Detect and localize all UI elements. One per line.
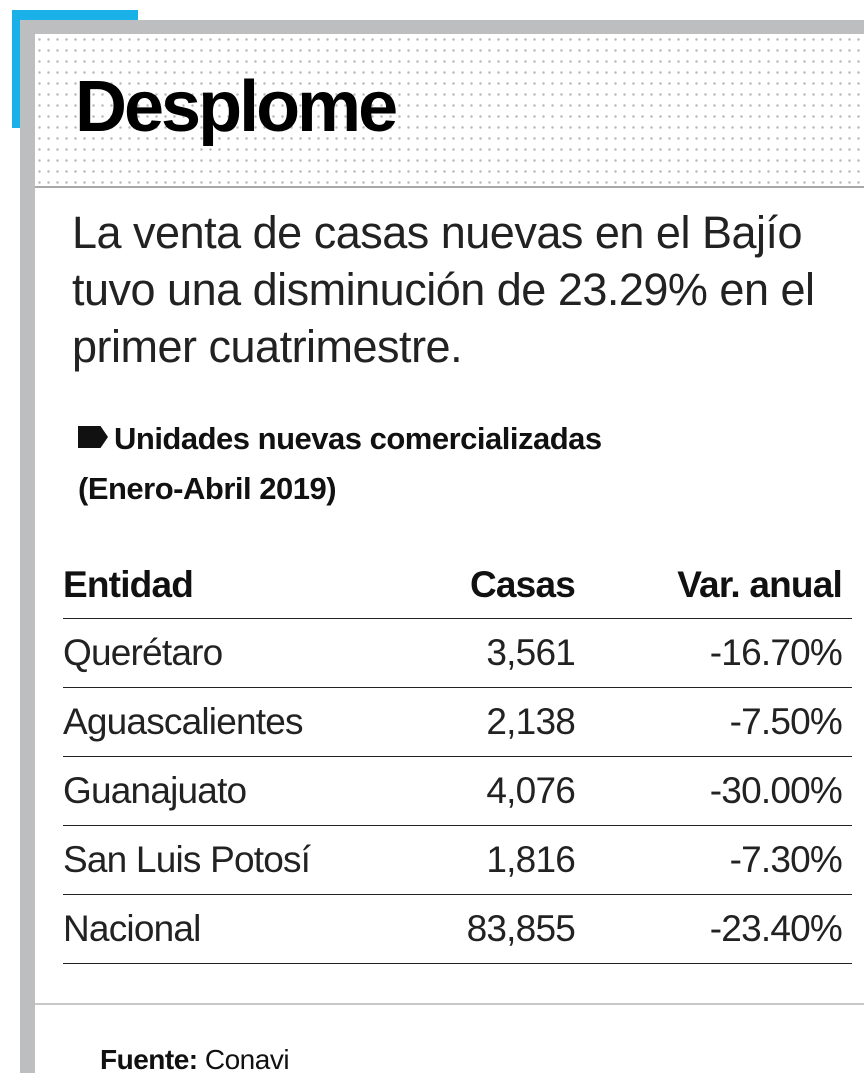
page-title: Desplome [75, 67, 398, 147]
table-row: Querétaro 3,561 -16.70% [63, 618, 852, 688]
data-table: Entidad Casas Var. anual Querétaro 3,561-… [63, 552, 852, 964]
cell-var-anual: -30.00% [575, 756, 852, 826]
cell-var-anual: -7.30% [575, 825, 852, 895]
column-header-var-anual: Var. anual [575, 552, 852, 619]
source-note: Fuente: Conavi [100, 1044, 290, 1076]
table-row: San Luis Potosí 1,816 -7.30% [63, 825, 852, 895]
cell-entidad: Aguascalientes [63, 687, 363, 757]
column-header-entidad: Entidad [63, 552, 363, 619]
cell-casas: 83,855 [363, 894, 576, 964]
subtitle-line-1: Unidades nuevas comercializadas [114, 421, 602, 456]
cell-entidad: Nacional [63, 894, 363, 964]
cell-casas: 4,076 [363, 756, 576, 826]
cell-var-anual: -7.50% [575, 687, 852, 757]
table-row: Aguascalientes 2,138 -7.50% [63, 687, 852, 757]
cell-entidad: Guanajuato [63, 756, 363, 826]
column-header-casas: Casas [363, 552, 576, 619]
cell-var-anual: -23.40% [575, 894, 852, 964]
cell-casas: 1,816 [363, 825, 576, 895]
arrow-bullet-icon [78, 426, 108, 448]
frame-top-bar [20, 20, 864, 34]
title-header: Desplome [35, 34, 864, 188]
source-value: Conavi [204, 1044, 290, 1075]
table-row: Nacional 83,855 -23.40% [63, 894, 852, 964]
subtitle-line-2: (Enero-Abril 2019) [78, 471, 337, 506]
table-subtitle: Unidades nuevas comercializadas (Enero-A… [78, 414, 602, 514]
cell-entidad: Querétaro [63, 618, 363, 688]
cell-var-anual: -16.70% [575, 618, 852, 688]
cell-casas: 3,561 [363, 618, 576, 688]
frame-left-bar [20, 20, 35, 1073]
cell-entidad: San Luis Potosí [63, 825, 363, 895]
table-header-row: Entidad Casas Var. anual [63, 552, 852, 619]
table-row: Guanajuato 4,076 -30.00% [63, 756, 852, 826]
divider [35, 1003, 864, 1005]
cell-casas: 2,138 [363, 687, 576, 757]
lede-text: La venta de casas nuevas en el Bajío tuv… [72, 207, 815, 372]
source-label: Fuente: [100, 1044, 198, 1075]
